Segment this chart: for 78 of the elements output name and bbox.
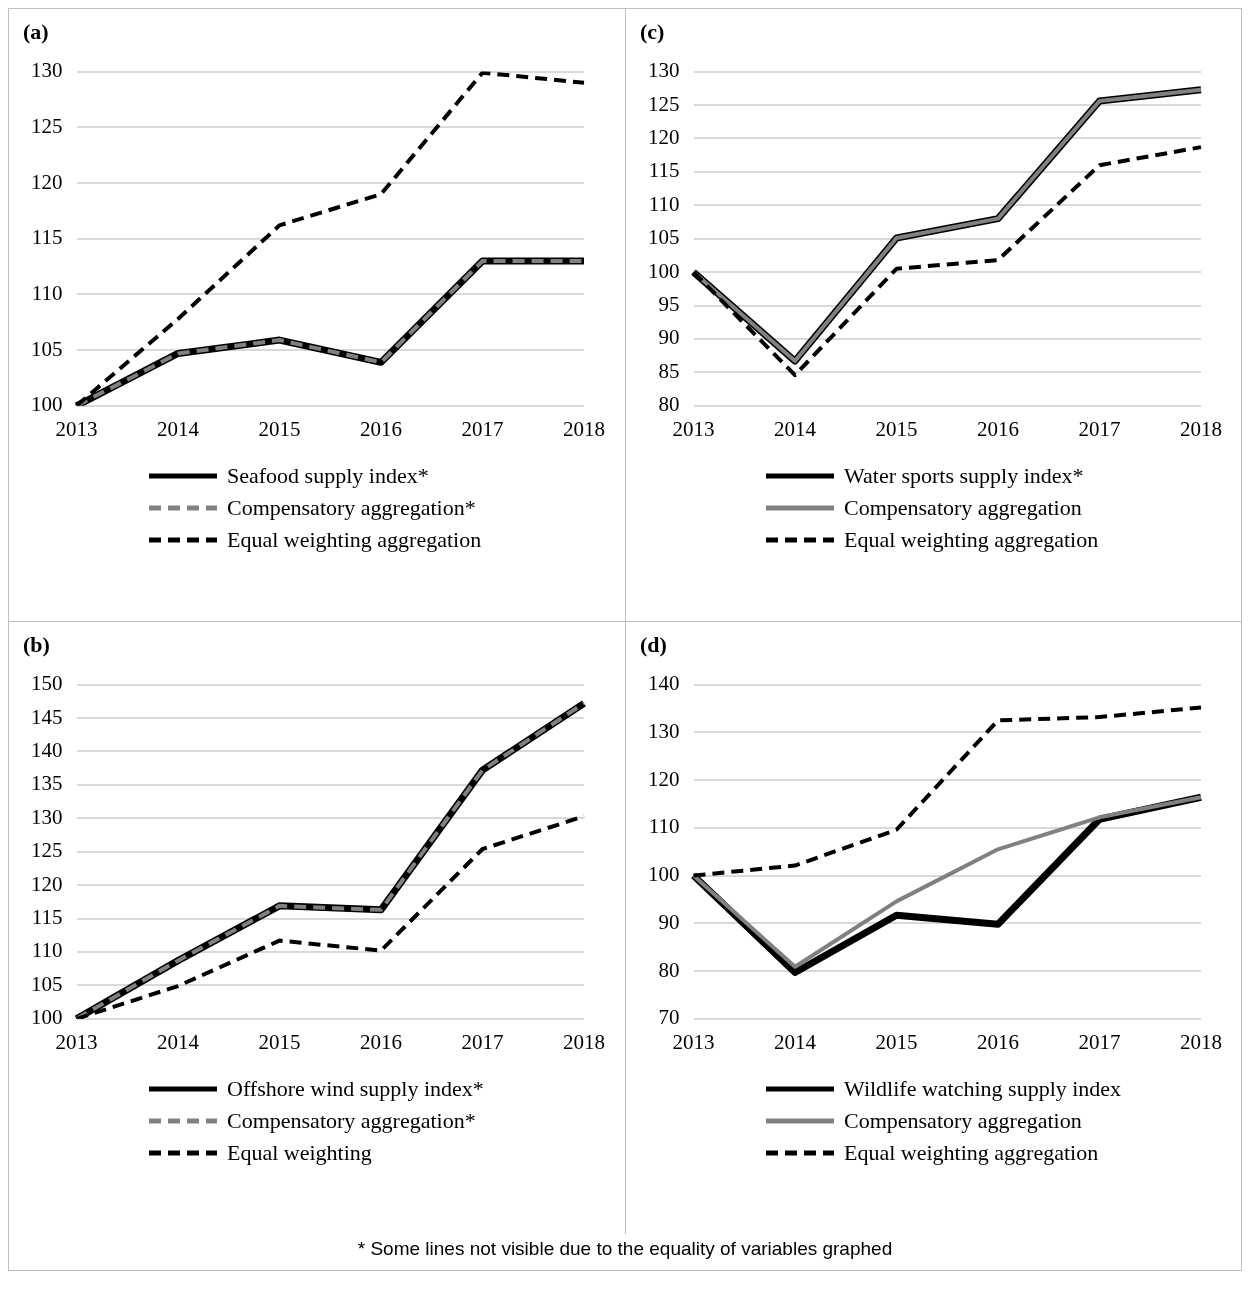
y-tick-label: 110 <box>31 280 63 305</box>
y-tick-label: 125 <box>648 91 680 116</box>
x-tick-label: 2014 <box>774 416 817 441</box>
y-tick-label: 110 <box>31 938 63 963</box>
legend-label: Equal weighting aggregation <box>844 527 1099 553</box>
y-tick-label: 110 <box>648 191 680 216</box>
y-tick-label: 105 <box>31 336 63 361</box>
x-tick-label: 2016 <box>360 1029 402 1054</box>
y-tick-label: 145 <box>31 704 63 729</box>
x-tick-label: 2015 <box>875 416 918 441</box>
x-tick-label: 2015 <box>875 1029 918 1054</box>
x-tick-label: 2013 <box>672 416 715 441</box>
x-tick-label: 2014 <box>157 416 200 441</box>
legend-label: Compensatory aggregation <box>844 1108 1082 1134</box>
legend-label: Wildlife watching supply index <box>844 1076 1122 1102</box>
y-tick-label: 150 <box>31 671 63 696</box>
y-tick-label: 105 <box>648 225 680 250</box>
legend-label: Equal weighting <box>227 1140 372 1166</box>
x-tick-label: 2013 <box>55 1029 98 1054</box>
y-tick-label: 80 <box>658 957 680 982</box>
x-tick-label: 2017 <box>461 416 504 441</box>
x-tick-label: 2018 <box>563 1029 605 1054</box>
legend-label: Equal weighting aggregation <box>227 527 482 553</box>
y-tick-label: 85 <box>658 358 680 383</box>
y-tick-label: 120 <box>31 871 63 896</box>
y-tick-label: 100 <box>648 862 680 887</box>
y-tick-label: 120 <box>648 124 680 149</box>
y-tick-label: 100 <box>31 392 63 417</box>
x-tick-label: 2017 <box>1078 1029 1121 1054</box>
y-tick-label: 80 <box>658 392 680 417</box>
legend-label: Compensatory aggregation* <box>227 495 476 521</box>
legend-label: Compensatory aggregation* <box>227 1108 476 1134</box>
legend-label: Offshore wind supply index* <box>227 1076 484 1102</box>
y-tick-label: 125 <box>31 113 63 138</box>
y-tick-label: 70 <box>658 1005 680 1030</box>
y-tick-label: 90 <box>658 909 680 934</box>
legend-label: Seafood supply index* <box>227 463 429 489</box>
x-tick-label: 2014 <box>157 1029 200 1054</box>
y-tick-label: 140 <box>648 671 680 696</box>
y-tick-label: 120 <box>648 766 680 791</box>
y-tick-label: 110 <box>648 814 680 839</box>
y-tick-label: 130 <box>31 804 63 829</box>
y-tick-label: 100 <box>648 258 680 283</box>
y-tick-label: 115 <box>31 905 63 930</box>
x-tick-label: 2015 <box>258 416 301 441</box>
legend-label: Compensatory aggregation <box>844 495 1082 521</box>
y-tick-label: 130 <box>648 58 680 83</box>
x-tick-label: 2016 <box>977 1029 1019 1054</box>
chart-title: (c) <box>640 19 666 45</box>
chart-title: (d) <box>640 632 668 658</box>
x-tick-label: 2013 <box>672 1029 715 1054</box>
x-tick-label: 2018 <box>1180 416 1222 441</box>
text: * Some lines not visible due to the equality of variables graphed <box>356 1237 894 1261</box>
y-tick-label: 130 <box>31 58 63 83</box>
y-tick-label: 125 <box>31 838 63 863</box>
y-tick-label: 105 <box>31 971 63 996</box>
legend-label: Equal weighting aggregation <box>844 1140 1099 1166</box>
x-tick-label: 2013 <box>55 416 98 441</box>
chart-title: (a) <box>23 19 50 45</box>
y-tick-label: 115 <box>648 158 680 183</box>
y-tick-label: 140 <box>31 737 63 762</box>
y-tick-label: 135 <box>31 771 63 796</box>
x-tick-label: 2018 <box>563 416 605 441</box>
x-tick-label: 2017 <box>1078 416 1121 441</box>
chart-title: (b) <box>23 632 51 658</box>
x-tick-label: 2018 <box>1180 1029 1222 1054</box>
y-tick-label: 100 <box>31 1005 63 1030</box>
x-tick-label: 2016 <box>360 416 402 441</box>
x-tick-label: 2016 <box>977 416 1019 441</box>
y-tick-label: 115 <box>31 225 63 250</box>
x-tick-label: 2017 <box>461 1029 504 1054</box>
y-tick-label: 130 <box>648 718 680 743</box>
y-tick-label: 90 <box>658 325 680 350</box>
x-tick-label: 2014 <box>774 1029 817 1054</box>
legend-label: Water sports supply index* <box>844 463 1084 489</box>
y-tick-label: 120 <box>31 169 63 194</box>
y-tick-label: 95 <box>658 292 680 317</box>
x-tick-label: 2015 <box>258 1029 301 1054</box>
